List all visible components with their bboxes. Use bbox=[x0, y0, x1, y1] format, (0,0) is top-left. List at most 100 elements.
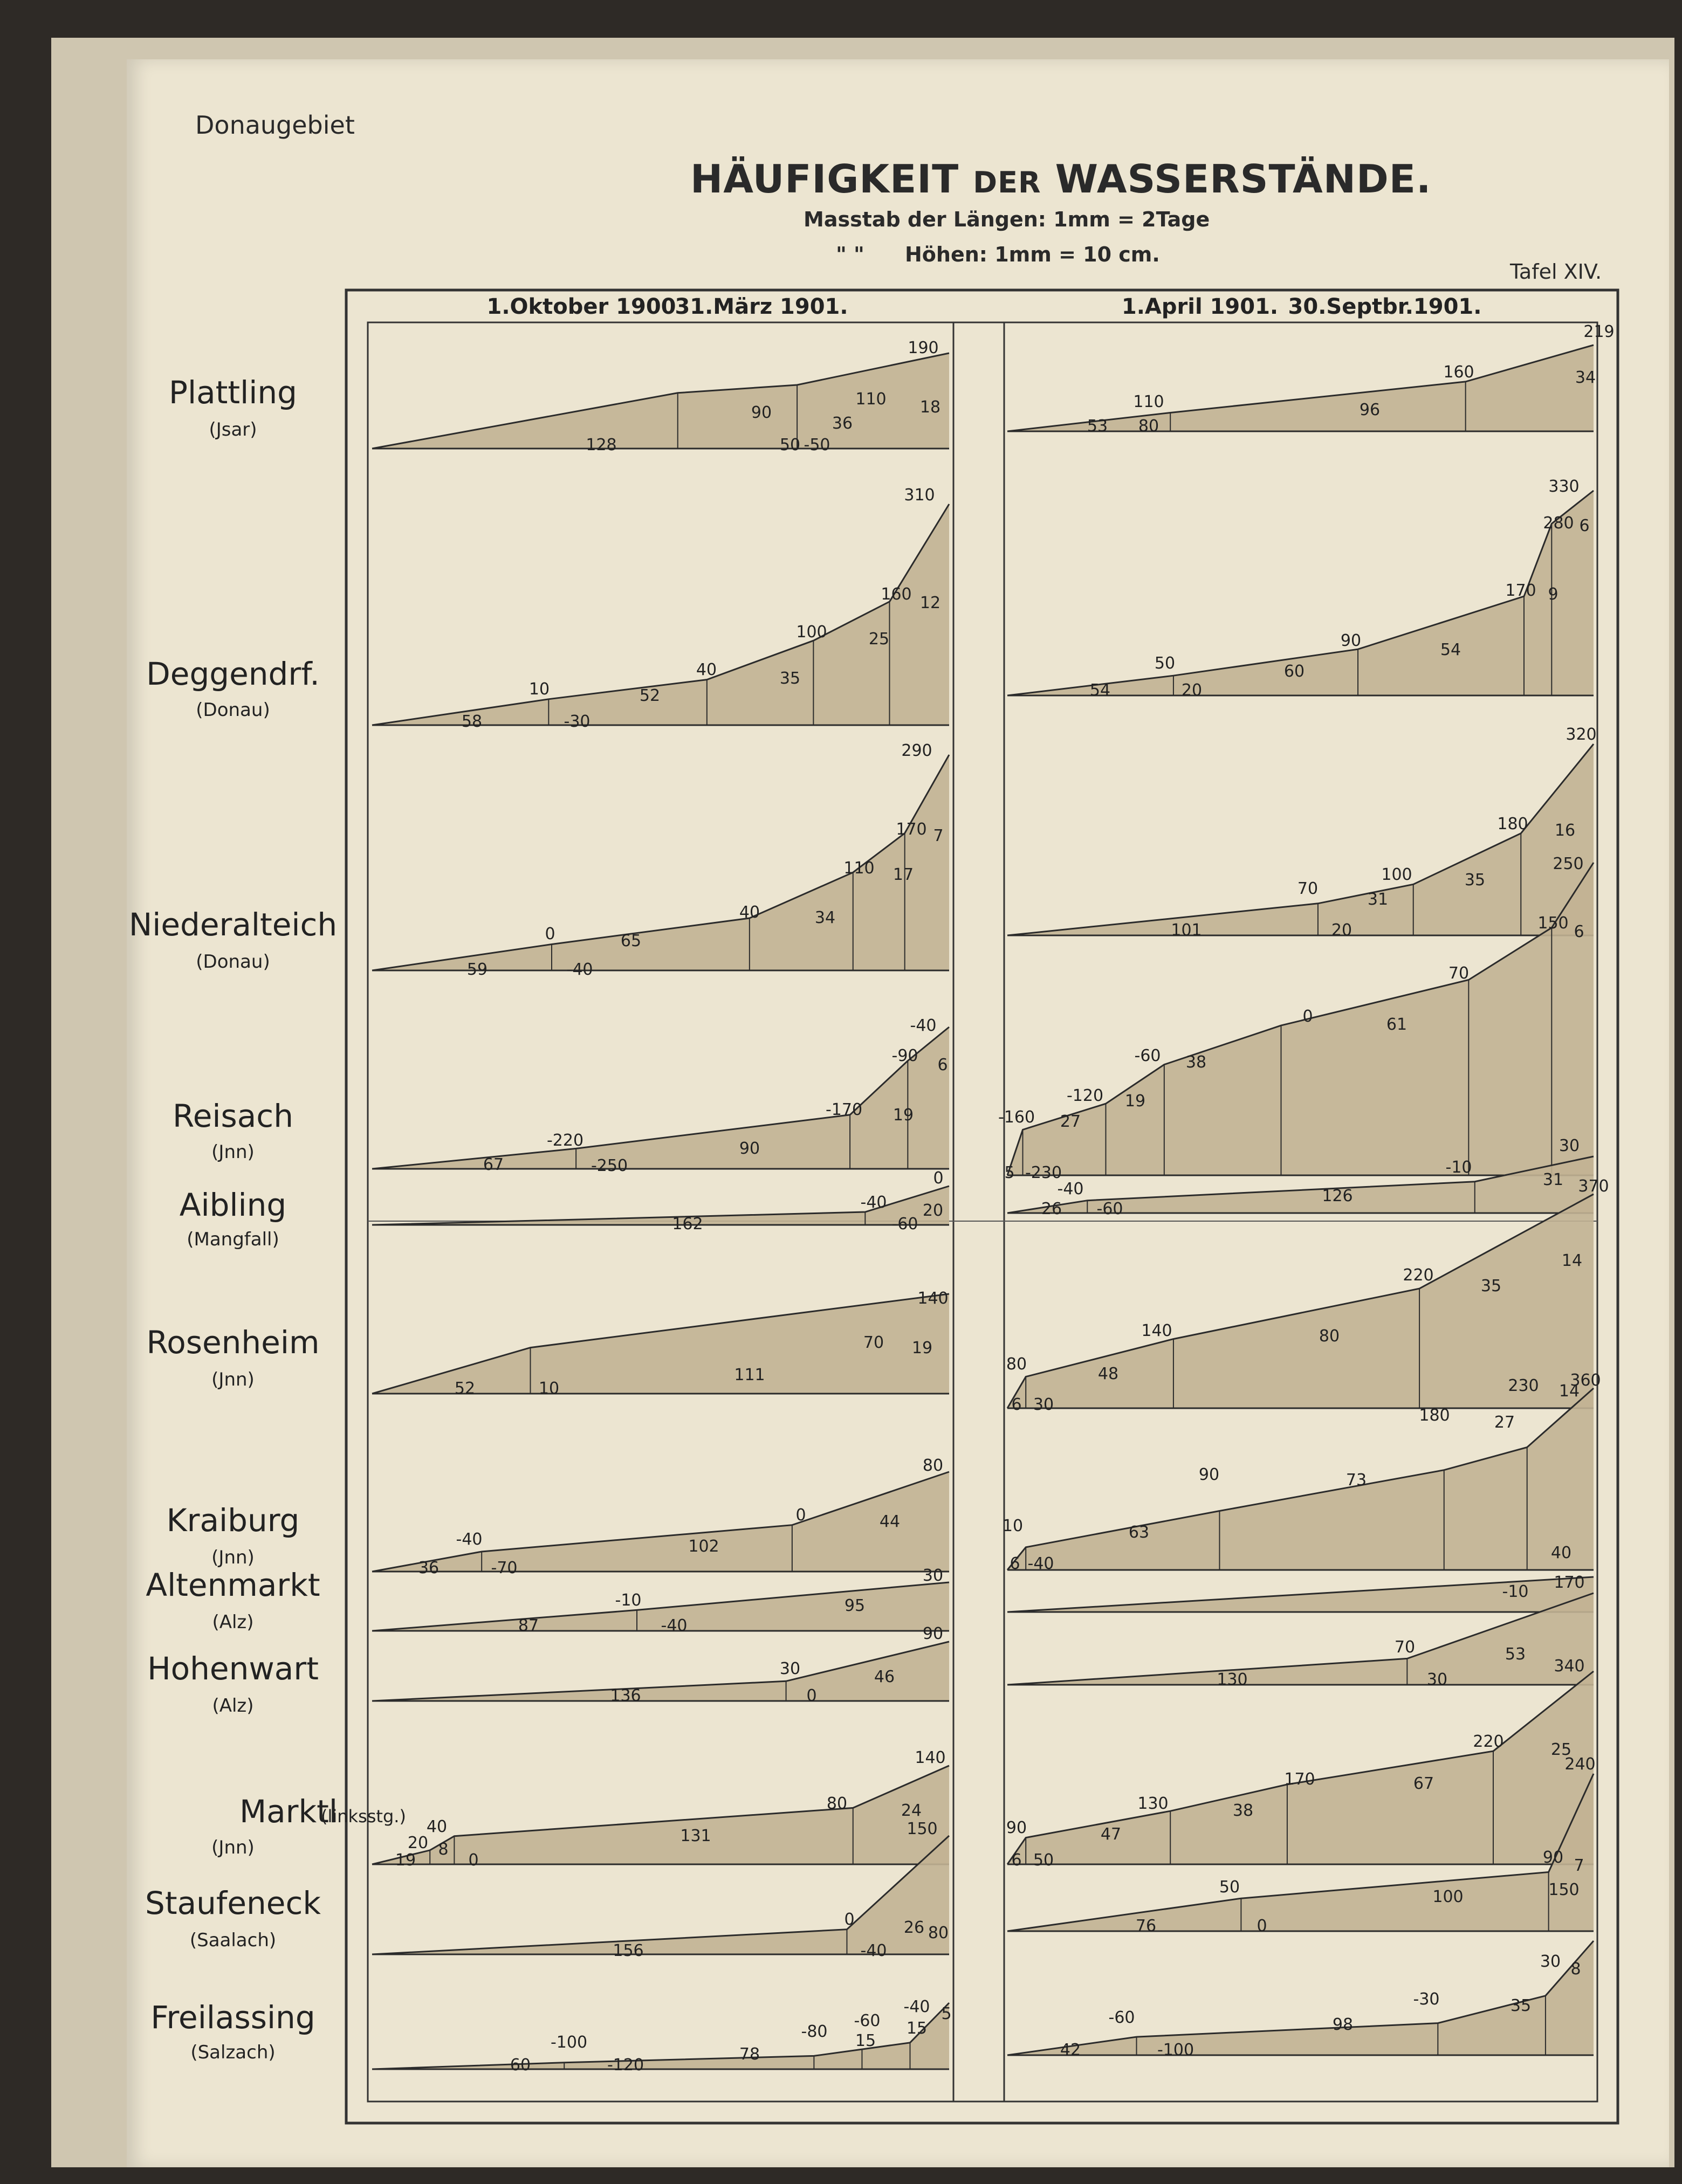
station-name-deggendrf: Deggendrf. bbox=[146, 656, 320, 692]
value-label-marktl-winter-1: 80 bbox=[827, 1794, 847, 1813]
value-label-marktl-winter-0: 140 bbox=[915, 1748, 945, 1767]
value-label-freilassing-winter-8: 60 bbox=[510, 2056, 531, 2075]
deggendrf-summer-curve bbox=[1007, 490, 1594, 697]
value-label-freilassing-winter-6: -100 bbox=[551, 2033, 587, 2052]
value-label-rosenheim-summer-1: 220 bbox=[1403, 1266, 1433, 1285]
value-label-niederalteich-summer-4: 35 bbox=[1465, 871, 1485, 890]
value-label-marktl-winter-5: 20 bbox=[408, 1834, 428, 1852]
station-river-plattling: (Jsar) bbox=[209, 419, 257, 440]
reisach-winter-area bbox=[372, 1027, 949, 1169]
value-label-kraiburg-summer-5: 90 bbox=[1199, 1465, 1219, 1484]
freilassing-summer-curve bbox=[1007, 1940, 1595, 2056]
deggendrf-summer-area bbox=[1007, 491, 1594, 695]
value-label-plattling-summer-6: 80 bbox=[1138, 417, 1159, 436]
value-label-kraiburg-winter-3: -40 bbox=[456, 1530, 483, 1549]
value-label-rosenheim-summer-6: 80 bbox=[1006, 1355, 1027, 1374]
niederalteich-winter-curve bbox=[372, 754, 950, 972]
page-title: HÄUFIGKEIT DER WASSERSTÄNDE. bbox=[690, 156, 1431, 202]
plate-label: Tafel XIV. bbox=[1510, 260, 1602, 284]
value-label-reisach-summer-9: 5 bbox=[1004, 1163, 1014, 1182]
hohenwart-winter-area bbox=[372, 1642, 949, 1701]
aibling-summer-curve bbox=[1007, 1155, 1594, 1214]
value-label-plattling-summer-0: 219 bbox=[1583, 322, 1614, 341]
value-label-deggendrf-summer-5: 90 bbox=[1341, 631, 1361, 650]
value-label-deggendrf-winter-4: 25 bbox=[869, 630, 889, 649]
station-river-kraiburg: (Jnn) bbox=[211, 1547, 255, 1568]
value-label-plattling-winter-6: 50 bbox=[780, 436, 800, 454]
value-label-freilassing-winter-2: -60 bbox=[854, 2011, 881, 2030]
value-label-freilassing-winter-7: 78 bbox=[739, 2045, 760, 2064]
niederalteich-summer-curve bbox=[1007, 743, 1595, 936]
value-label-aibling-summer-2: 31 bbox=[1543, 1170, 1563, 1189]
value-label-freilassing-summer-1: 8 bbox=[1570, 1960, 1581, 1979]
value-label-reisach-winter-1: -90 bbox=[892, 1046, 918, 1065]
value-label-plattling-winter-2: 90 bbox=[751, 403, 772, 422]
value-label-staufeneck-winter-2: 80 bbox=[928, 1924, 949, 1942]
value-label-altenmarkt-winter-2: 95 bbox=[845, 1596, 865, 1615]
value-label-marktl-summer-6: 38 bbox=[1233, 1801, 1253, 1820]
value-label-deggendrf-winter-9: 58 bbox=[462, 712, 482, 731]
value-label-aibling-summer-5: 26 bbox=[1041, 1200, 1062, 1218]
station-name-marktl: Marktl bbox=[239, 1793, 338, 1830]
period-winter-start: 1.Oktober 1900 bbox=[487, 294, 676, 319]
value-label-altenmarkt-winter-1: -10 bbox=[615, 1591, 642, 1610]
value-label-altenmarkt-winter-3: 87 bbox=[518, 1616, 539, 1635]
deggendrf-winter-curve bbox=[372, 504, 950, 726]
value-label-staufeneck-summer-0: 90 bbox=[1543, 1848, 1563, 1867]
aibling-summer-area bbox=[1007, 1156, 1594, 1213]
station-river-freilassing: (Salzach) bbox=[190, 2042, 275, 2063]
value-label-freilassing-summer-7: -100 bbox=[1157, 2041, 1194, 2059]
station-name-hohenwart: Hohenwart bbox=[147, 1650, 319, 1687]
value-label-niederalteich-winter-2: 7 bbox=[933, 826, 943, 845]
station-river-marktl: (Jnn) bbox=[211, 1837, 255, 1858]
value-label-deggendrf-summer-9: 54 bbox=[1090, 681, 1110, 700]
value-label-staufeneck-winter-0: 0 bbox=[844, 1910, 854, 1929]
title-part-1: HÄUFIGKEIT bbox=[690, 156, 959, 202]
value-label-niederalteich-summer-6: 31 bbox=[1368, 890, 1388, 909]
value-label-plattling-summer-4: 96 bbox=[1360, 401, 1380, 419]
value-label-rosenheim-summer-2: 14 bbox=[1562, 1251, 1582, 1270]
value-label-deggendrf-winter-3: 100 bbox=[796, 623, 827, 642]
station-name-kraiburg: Kraiburg bbox=[167, 1502, 300, 1539]
station-name-reisach: Reisach bbox=[173, 1098, 293, 1134]
value-label-deggendrf-summer-1: 280 bbox=[1543, 514, 1574, 533]
value-label-kraiburg-summer-1: 230 bbox=[1508, 1376, 1539, 1395]
rosenheim-winter-area bbox=[372, 1294, 949, 1394]
value-label-staufeneck-winter-3: 156 bbox=[613, 1941, 643, 1960]
value-label-hohenwart-summer-4: 30 bbox=[1427, 1670, 1447, 1689]
value-label-reisach-winter-0: -40 bbox=[910, 1016, 937, 1035]
value-label-reisach-summer-1: 0 bbox=[1302, 1007, 1313, 1026]
value-label-freilassing-winter-9: -120 bbox=[607, 2056, 644, 2075]
value-label-niederalteich-winter-5: 40 bbox=[739, 903, 760, 922]
value-label-niederalteich-winter-10: -40 bbox=[567, 960, 593, 979]
value-label-staufeneck-summer-1: 7 bbox=[1574, 1856, 1584, 1875]
value-label-deggendrf-summer-10: 20 bbox=[1182, 681, 1202, 700]
value-label-deggendrf-winter-7: 10 bbox=[529, 680, 550, 699]
value-label-aibling-summer-3: -40 bbox=[1058, 1180, 1084, 1198]
value-label-aibling-summer-4: 126 bbox=[1322, 1187, 1353, 1205]
freilassing-winter-curve bbox=[372, 2002, 950, 2070]
value-label-freilassing-summer-5: 98 bbox=[1333, 2015, 1353, 2034]
value-label-niederalteich-winter-9: 59 bbox=[467, 960, 488, 979]
value-label-aibling-winter-1: -40 bbox=[861, 1193, 887, 1212]
staufeneck-summer-area bbox=[1007, 1774, 1594, 1931]
title-part-2: DER bbox=[973, 166, 1041, 199]
value-label-rosenheim-summer-7: 48 bbox=[1098, 1365, 1118, 1383]
value-label-plattling-summer-3: 34 bbox=[1575, 368, 1596, 387]
value-label-niederalteich-winter-7: 0 bbox=[545, 925, 555, 943]
niederalteich-summer-area bbox=[1007, 744, 1594, 935]
value-label-rosenheim-summer-0: 370 bbox=[1578, 1177, 1609, 1196]
period-winter-end: 31.März 1901. bbox=[675, 294, 848, 319]
station-name-aibling: Aibling bbox=[180, 1187, 286, 1223]
value-label-plattling-winter-5: 128 bbox=[586, 436, 616, 454]
value-label-niederalteich-summer-10: 101 bbox=[1171, 921, 1202, 940]
value-label-rosenheim-summer-9: 30 bbox=[1033, 1395, 1054, 1414]
plattling-summer-curve bbox=[1007, 344, 1594, 432]
value-label-reisach-summer-2: 61 bbox=[1386, 1015, 1407, 1034]
staufeneck-summer-curve bbox=[1007, 1773, 1595, 1932]
altenmarkt-summer-curve bbox=[1007, 1576, 1594, 1613]
value-label-reisach-summer-8: -160 bbox=[998, 1108, 1035, 1127]
value-label-reisach-summer-7: 27 bbox=[1060, 1112, 1081, 1131]
value-label-deggendrf-summer-7: 54 bbox=[1440, 640, 1461, 659]
value-label-hohenwart-winter-1: 30 bbox=[780, 1659, 800, 1678]
